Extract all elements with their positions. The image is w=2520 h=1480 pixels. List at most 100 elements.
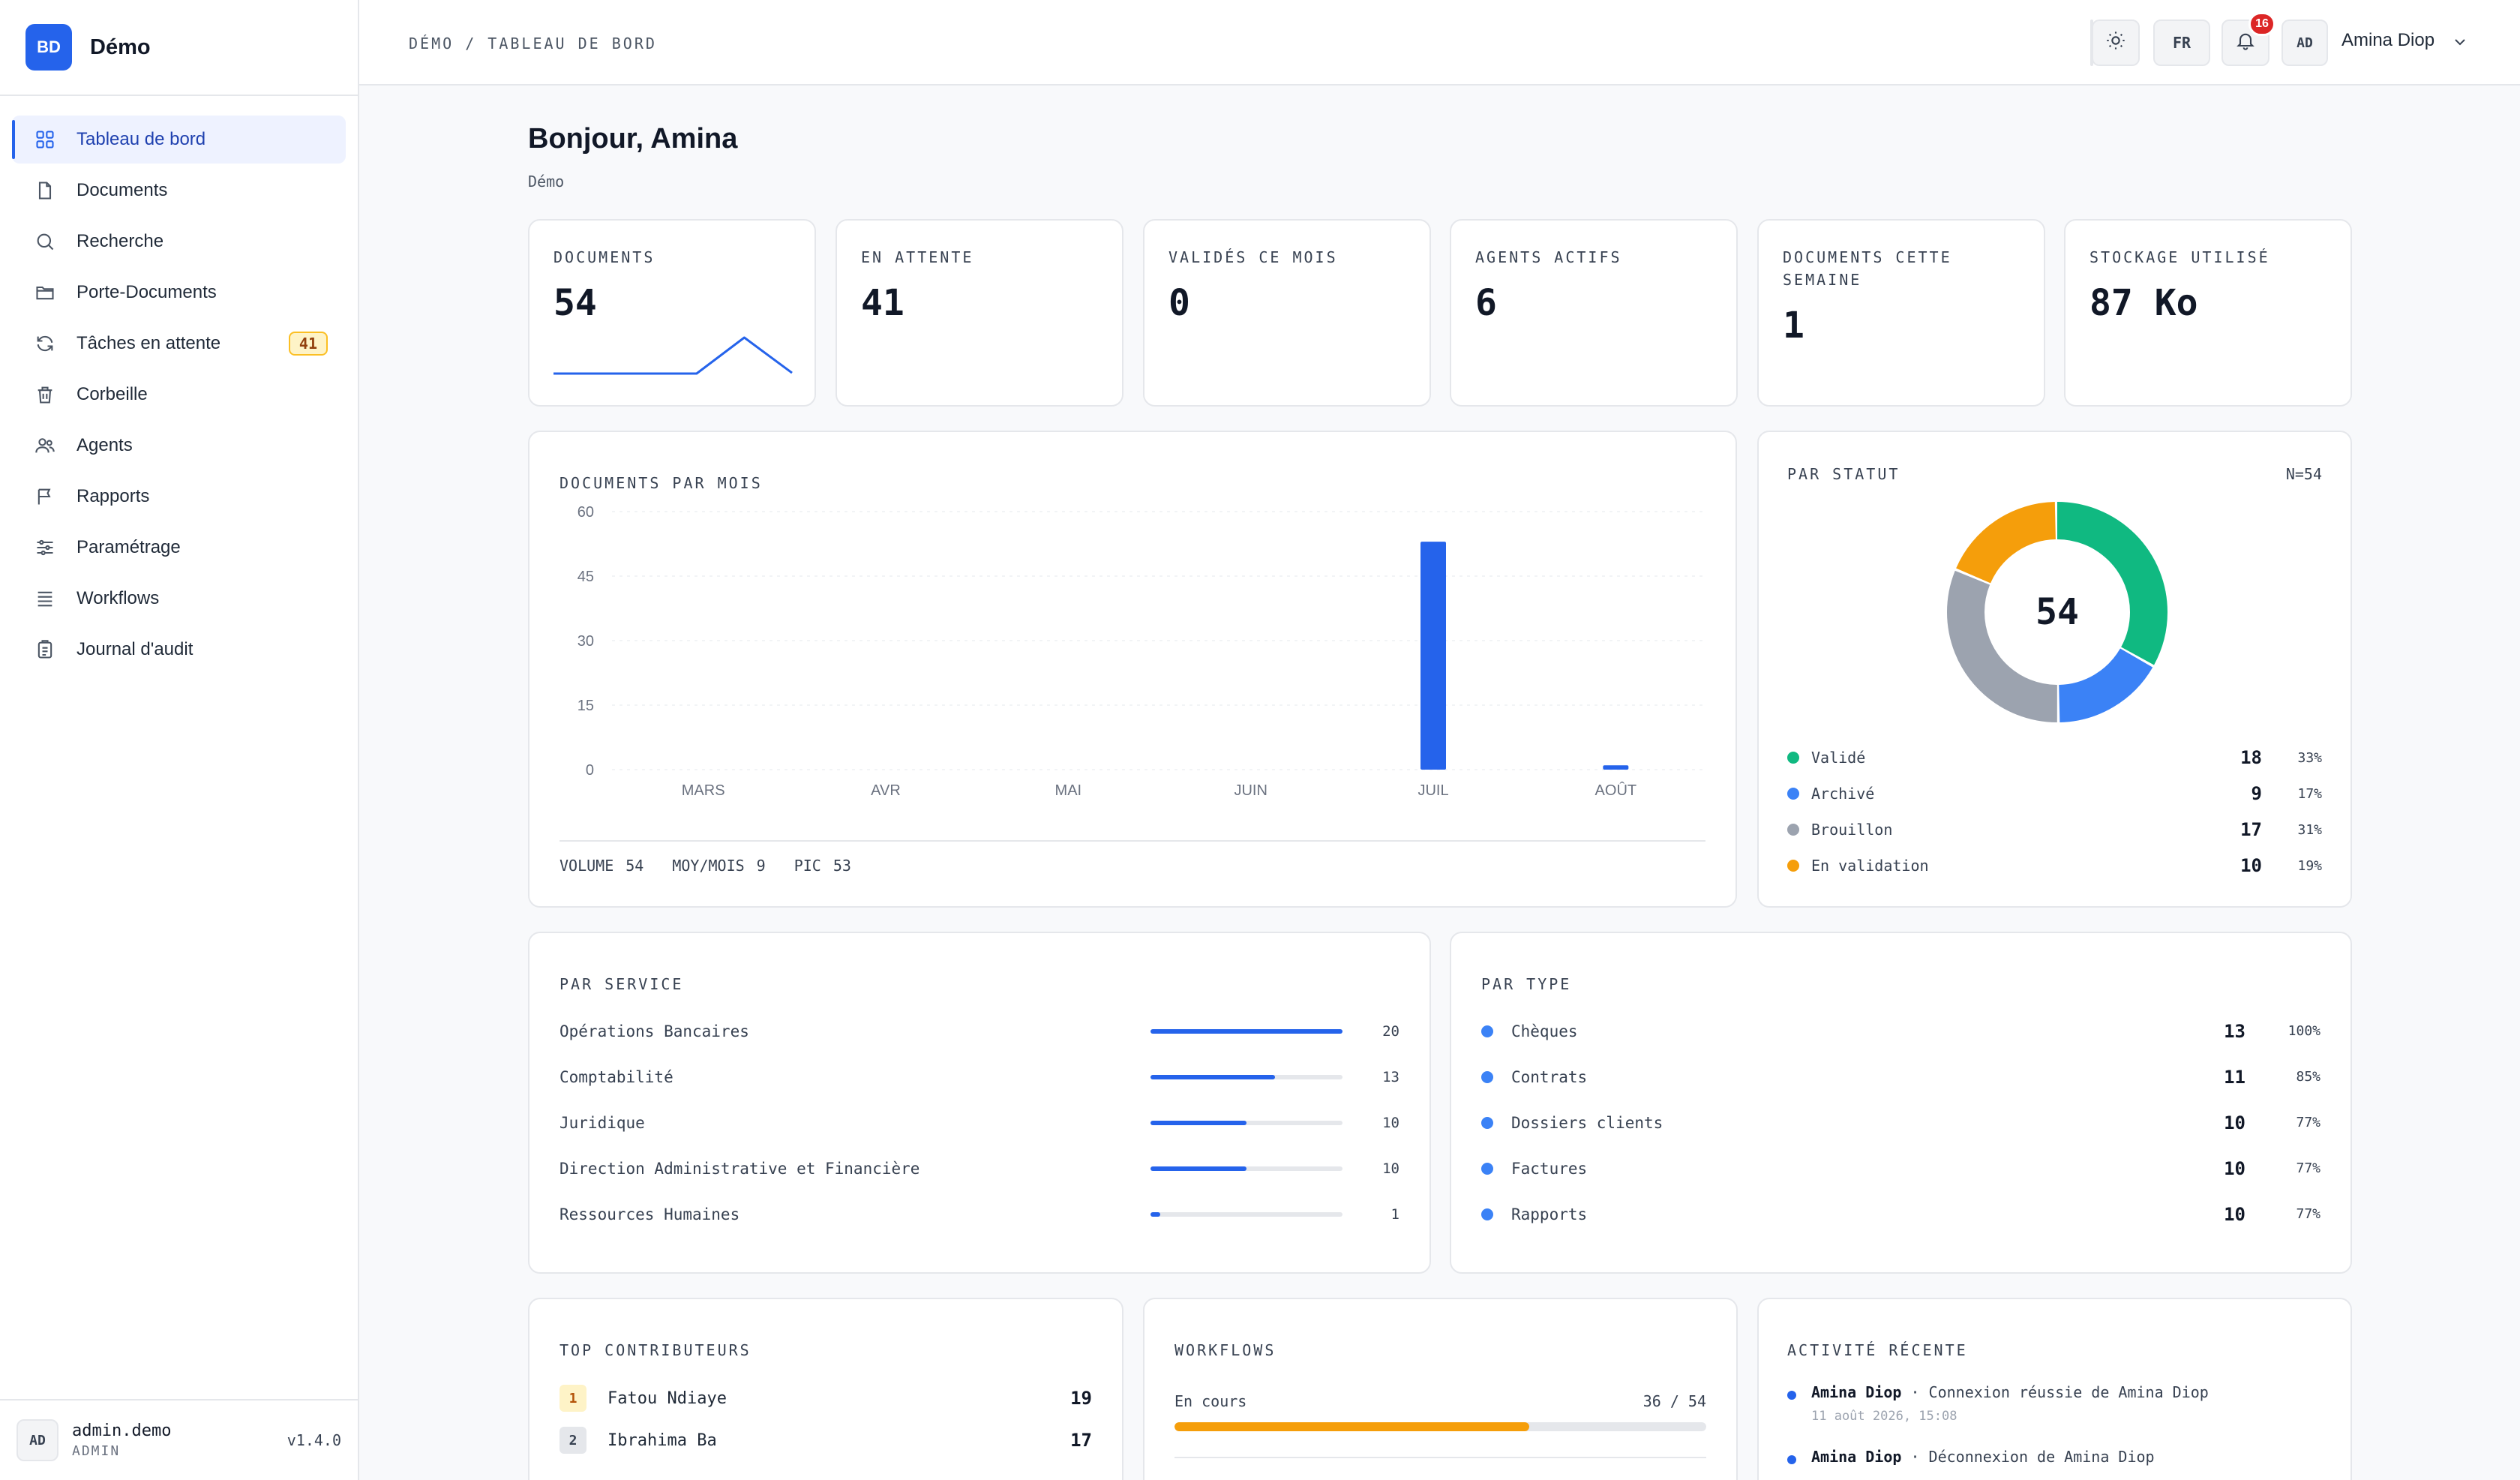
language-button[interactable]: FR	[2153, 20, 2210, 66]
notification-count-badge: 16	[2248, 12, 2276, 36]
type-percent: 85%	[2296, 1069, 2320, 1085]
service-card: PAR SERVICE Opérations Bancaires 20 Compta…	[528, 932, 1431, 1274]
bar[interactable]	[1603, 765, 1629, 770]
type-row[interactable]: Rapports 10 77%	[1481, 1191, 2320, 1237]
sidebar-item-label: Recherche	[76, 231, 164, 251]
service-bar-fill	[1150, 1028, 1342, 1034]
legend-label: En validation	[1811, 857, 1929, 875]
sidebar-item-workflows[interactable]: Workflows	[12, 575, 346, 623]
bar[interactable]	[1420, 542, 1446, 770]
sidebar-item-label: Tâches en attente	[76, 333, 221, 353]
peak-label: PIC	[794, 857, 821, 875]
user-menu-name[interactable]: Amina Diop	[2342, 30, 2435, 50]
type-row[interactable]: Dossiers clients 10 77%	[1481, 1100, 2320, 1145]
service-bar-fill	[1150, 1074, 1276, 1079]
type-percent: 77%	[2296, 1115, 2320, 1130]
rank-badge: 1	[560, 1385, 586, 1412]
activity-item[interactable]: Amina Diop · Déconnexion de Amina Diop	[1787, 1448, 2322, 1480]
contributor-name: Ibrahima Ba	[608, 1430, 717, 1450]
status-donut	[1947, 502, 2168, 722]
user-avatar[interactable]: AD	[2282, 20, 2328, 66]
service-count: 10	[1382, 1160, 1400, 1177]
sidebar-item-agents[interactable]: Agents	[12, 422, 346, 470]
service-list: Opérations Bancaires 20 Comptabilité 13 Juri…	[560, 1008, 1400, 1237]
kpi-card-documents[interactable]: DOCUMENTS 54	[528, 219, 816, 407]
type-dot	[1481, 1025, 1493, 1037]
legend-item[interactable]: En validation 10 19%	[1787, 848, 2322, 884]
list-icon	[33, 587, 57, 611]
brand-logo: BD	[26, 24, 72, 71]
kpi-label: AGENTS ACTIFS	[1475, 248, 1622, 266]
kpi-card-week[interactable]: DOCUMENTS CETTE SEMAINE 1	[1757, 219, 2045, 407]
legend-item[interactable]: Archivé 9 17%	[1787, 776, 2322, 812]
legend-item[interactable]: Brouillon 17 31%	[1787, 812, 2322, 848]
type-percent: 100%	[2288, 1023, 2320, 1039]
sidebar-item-audit-log[interactable]: Journal d'audit	[12, 626, 346, 674]
service-row[interactable]: Juridique 10	[560, 1100, 1400, 1145]
type-count: 10	[2224, 1157, 2246, 1179]
sliders-icon	[33, 536, 57, 560]
notifications-button[interactable]: 16	[2222, 12, 2276, 66]
sidebar-item-label: Documents	[76, 180, 168, 200]
peak-value: 53	[832, 857, 851, 875]
sidebar-item-documents[interactable]: Documents	[12, 167, 346, 215]
kpi-card-storage[interactable]: STOCKAGE UTILISÉ 87 Ko	[2064, 219, 2352, 407]
legend-count: 17	[2240, 819, 2262, 840]
kpi-value: 41	[861, 282, 904, 324]
activity-user: Amina Diop	[1811, 1448, 1902, 1466]
activity-item[interactable]: Amina Diop · Connexion réussie de Amina …	[1787, 1383, 2322, 1448]
service-row[interactable]: Ressources Humaines 1	[560, 1191, 1400, 1237]
sidebar-item-dashboard[interactable]: Tableau de bord	[12, 116, 346, 164]
trash-icon	[33, 383, 57, 407]
status-card: PAR STATUT N=54 54 Validé 18 33% Archivé…	[1757, 431, 2352, 908]
legend-count: 18	[2240, 747, 2262, 768]
contributor-name: Fatou Ndiaye	[608, 1388, 727, 1408]
legend-item[interactable]: Validé 18 33%	[1787, 740, 2322, 776]
sidebar-user-footer[interactable]: AD admin.demo ADMIN v1.4.0	[0, 1399, 358, 1480]
kpi-card-validated[interactable]: VALIDÉS CE MOIS 0	[1143, 219, 1431, 407]
type-count: 10	[2224, 1203, 2246, 1225]
type-row[interactable]: Chèques 13 100%	[1481, 1008, 2320, 1054]
x-tick-label: JUIL	[1418, 782, 1448, 799]
x-tick-label: AOÛT	[1595, 782, 1637, 799]
type-dot	[1481, 1162, 1493, 1175]
kpi-card-agents[interactable]: AGENTS ACTIFS 6	[1450, 219, 1738, 407]
brand[interactable]: BD Démo	[0, 0, 358, 96]
activity-title: ACTIVITÉ RÉCENTE	[1787, 1341, 1968, 1359]
sidebar-item-settings[interactable]: Paramétrage	[12, 524, 346, 572]
workflow-progress-fill	[1174, 1422, 1529, 1431]
activity-text: · Connexion réussie de Amina Diop	[1910, 1383, 2209, 1401]
theme-toggle-button[interactable]	[2092, 20, 2140, 66]
service-row[interactable]: Comptabilité 13	[560, 1054, 1400, 1100]
chevron-down-icon[interactable]	[2451, 33, 2469, 51]
sidebar-item-search[interactable]: Recherche	[12, 218, 346, 266]
clipboard-icon	[33, 638, 57, 662]
donut-segment[interactable]	[1947, 502, 2168, 722]
donut-segment[interactable]	[1947, 502, 2168, 722]
divider	[1174, 1457, 1706, 1458]
kpi-card-pending[interactable]: EN ATTENTE 41	[836, 219, 1124, 407]
service-row[interactable]: Direction Administrative et Financière 10	[560, 1145, 1400, 1191]
service-row[interactable]: Opérations Bancaires 20	[560, 1008, 1400, 1054]
sidebar-item-pending-tasks[interactable]: Tâches en attente 41	[12, 320, 346, 368]
bar-chart: 0 15 30 45 60 MARS AVR MAI JUIN JUIL AOÛT	[578, 504, 1707, 799]
divider	[560, 840, 1706, 842]
activity-dot	[1787, 1391, 1796, 1400]
sidebar-item-portfolio[interactable]: Porte-Documents	[12, 269, 346, 317]
type-count: 13	[2224, 1020, 2246, 1042]
contributor-row[interactable]: 1 Fatou Ndiaye 19	[560, 1377, 1092, 1419]
activity-dot	[1787, 1455, 1796, 1464]
sidebar-item-reports[interactable]: Rapports	[12, 473, 346, 521]
sparkline	[554, 336, 793, 375]
service-label: Juridique	[560, 1113, 645, 1132]
legend-dot	[1787, 860, 1799, 872]
breadcrumb[interactable]: DÉMO / TABLEAU DE BORD	[409, 35, 657, 53]
type-row[interactable]: Contrats 11 85%	[1481, 1054, 2320, 1100]
sidebar-item-trash[interactable]: Corbeille	[12, 371, 346, 419]
type-label: Dossiers clients	[1511, 1113, 1664, 1132]
contributor-row[interactable]: 2 Ibrahima Ba 17	[560, 1419, 1092, 1461]
type-label: Contrats	[1511, 1067, 1588, 1086]
contributors-title: TOP CONTRIBUTEURS	[560, 1341, 752, 1359]
type-row[interactable]: Factures 10 77%	[1481, 1145, 2320, 1191]
contributor-count: 19	[1070, 1388, 1092, 1409]
